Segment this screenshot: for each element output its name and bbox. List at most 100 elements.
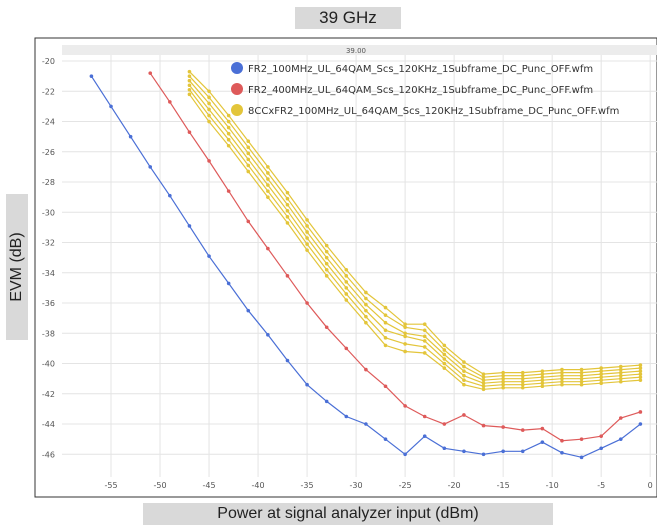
series-8cc-curve-6-point	[403, 349, 407, 354]
series-400mhz-point	[187, 130, 192, 134]
series-8cc-curve-2-point	[442, 348, 447, 352]
series-8cc-curve-4-point	[226, 131, 231, 136]
series-8cc-curve-1-point	[226, 113, 231, 118]
series-8cc-curve-6-point	[501, 385, 505, 390]
series-8cc-curve-4-point	[344, 286, 349, 290]
series-8cc-curve-4-point	[187, 83, 192, 88]
legend-marker-100mhz	[231, 62, 243, 74]
series-400mhz-point	[442, 422, 447, 426]
series-8cc-curve-1-point	[520, 370, 525, 375]
series-400mhz-point	[462, 413, 466, 417]
legend-label-100mhz: FR2_100MHz_UL_64QAM_Scs_120KHz_1Subframe…	[248, 64, 593, 75]
series-8cc-curve-5-line	[188, 89, 641, 387]
series-8cc-curve-5-point	[383, 336, 388, 340]
series-8cc-curve-1-point	[540, 369, 545, 373]
series-8cc-curve-4-point	[442, 357, 447, 361]
series-8cc-curve-6-point	[187, 92, 192, 97]
series-8cc-curve-3-point	[579, 373, 584, 378]
legend-label-400mhz: FR2_400MHz_UL_64QAM_Scs_120KHz_1Subframe…	[248, 85, 593, 96]
series-8cc-curve-6-point	[285, 221, 290, 225]
series-100mhz-point	[422, 434, 427, 438]
series-100mhz-point	[638, 422, 643, 426]
series-8cc-curve-4-line	[188, 84, 641, 384]
series-8cc-curve-3-point	[246, 151, 251, 156]
series-8cc-curve-1-point	[324, 243, 329, 248]
series-8cc-curve-3-point	[501, 376, 505, 381]
series-400mhz-point	[481, 423, 486, 428]
series-8cc-curve-1-point	[442, 343, 447, 348]
series-8cc-curve-5-point	[344, 292, 349, 296]
series-100mhz-point	[579, 455, 584, 460]
series-400mhz-point	[638, 410, 643, 414]
series-8cc-curve-5-point	[618, 376, 623, 381]
series-100mhz-point	[246, 308, 251, 313]
series-8cc-curve-2-point	[187, 74, 192, 78]
series-8cc-curve-4-point	[403, 334, 407, 339]
series-8cc-curve-3-point	[364, 302, 368, 307]
series-100mhz-point	[442, 446, 447, 451]
series-8cc-curve-6-point	[599, 381, 603, 386]
y-tick-label: -34	[42, 269, 55, 278]
series-100mhz-point	[403, 452, 407, 457]
series-8cc-curve-3-point	[305, 230, 309, 234]
series-8cc-curve-6-point	[560, 382, 564, 387]
series-100mhz-point	[618, 437, 623, 441]
series-8cc-curve-5-point	[305, 242, 309, 246]
series-8cc-curve-4-point	[618, 373, 623, 378]
series-100mhz-point	[520, 449, 525, 454]
series-8cc-curve-4-point	[266, 183, 270, 187]
y-tick-label: -32	[42, 239, 55, 248]
series-8cc-curve-4-point	[638, 372, 643, 376]
series-8cc-curve-1-point	[383, 305, 388, 310]
series-100mhz-point	[89, 74, 94, 78]
series-8cc-curve-4-point	[364, 308, 368, 313]
legend-marker-8cc	[231, 104, 243, 116]
legend: FR2_100MHz_UL_64QAM_Scs_120KHz_1Subframe…	[231, 62, 619, 117]
series-8cc-curve-6-line	[188, 93, 641, 390]
series-8cc-curve-5-point	[187, 87, 192, 92]
series-100mhz-point	[128, 134, 133, 139]
series-8cc-curve-2-point	[324, 249, 329, 254]
series-8cc-curve-3-point	[266, 177, 270, 181]
series-8cc-curve-3-point	[187, 78, 192, 83]
series-8cc-curve-6-point	[638, 378, 643, 382]
series-100mhz-point	[560, 450, 564, 455]
series-8cc-curve-5-point	[324, 267, 329, 272]
series-8cc-curve-2-point	[344, 274, 349, 278]
chart-frame	[34, 37, 657, 498]
series-8cc-curve-1-point	[207, 89, 211, 94]
series-8cc-curve-3-point	[638, 369, 643, 373]
series-8cc-curve-2-point	[501, 373, 505, 378]
series-400mhz-point	[324, 325, 329, 330]
series-8cc-curve-5-point	[560, 379, 564, 384]
series-8cc-curve-4-point	[422, 339, 427, 343]
series-8cc-curve-5-point	[481, 384, 486, 389]
legend-label-8cc: 8CCxFR2_100MHz_UL_64QAM_Scs_120KHz_1Subf…	[248, 106, 619, 117]
series-8cc-curve-5-point	[285, 215, 290, 219]
x-axis-label: Power at signal analyzer input (dBm)	[217, 505, 479, 522]
series-8cc-curve-4-point	[462, 373, 466, 378]
chart-inner-title: 39.00	[346, 47, 366, 55]
series-8cc-curve-6-point	[520, 385, 525, 390]
series-8cc-curve-3-point	[442, 352, 447, 357]
series-8cc-curve-1-point	[560, 367, 564, 372]
y-tick-label: -26	[42, 148, 55, 157]
y-tick-label: -22	[42, 87, 55, 96]
series-100mhz-point	[462, 449, 466, 454]
x-tick-labels: -55 -50 -45 -40 -35 -30 -25 -20 -15 -10 -5 0	[104, 481, 652, 490]
series-8cc-curve-1-point	[364, 290, 368, 295]
series-8cc-curve-2-point	[207, 95, 211, 100]
series-100mhz-point	[305, 382, 309, 387]
y-tick-label: -28	[42, 178, 55, 187]
series-8cc-curve-5-point	[364, 314, 368, 319]
series-400mhz-point	[560, 438, 564, 443]
series-8cc-curve-6-point	[579, 382, 584, 387]
series-8cc-curve-1-point	[305, 218, 309, 222]
series-8cc-curve-5-point	[226, 137, 231, 142]
x-tick-label: -15	[497, 481, 510, 490]
y-tick-label: -30	[42, 208, 55, 217]
series-8cc-curve-2-point	[618, 367, 623, 372]
series-8cc-curve-4-point	[305, 236, 309, 240]
series-400mhz-point	[285, 274, 290, 278]
series-8cc-curve-1-point	[599, 366, 603, 370]
